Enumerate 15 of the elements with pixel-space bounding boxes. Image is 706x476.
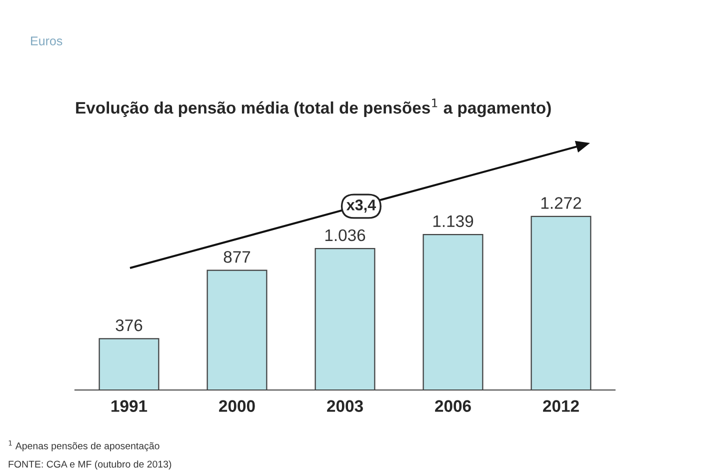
- x-tick-label: 1991: [112, 400, 148, 412]
- chart-title: Evolução da pensão média (total de pensões$^{1}$ a pagamento): [76, 98, 551, 118]
- data-label: 877: [224, 251, 250, 263]
- data-label: 1.139: [433, 215, 474, 228]
- x-tick-label: 2006: [435, 400, 471, 412]
- x-tick-label: 2003: [327, 400, 363, 412]
- data-label: 376: [116, 319, 142, 332]
- chart-subtitle: Euros: [31, 36, 62, 46]
- text: $^{1}$ Apenas pensões de aposentação: [8, 440, 160, 452]
- source-note: FONTE: CGA e MF (outubro de 2013): [8, 460, 172, 470]
- x-tick-label: 2000: [219, 400, 255, 412]
- x-tick-label: 2012: [543, 400, 579, 412]
- data-label: 1.036: [325, 229, 366, 242]
- text: x3,4: [346, 200, 376, 213]
- data-label: 1.272: [541, 197, 582, 209]
